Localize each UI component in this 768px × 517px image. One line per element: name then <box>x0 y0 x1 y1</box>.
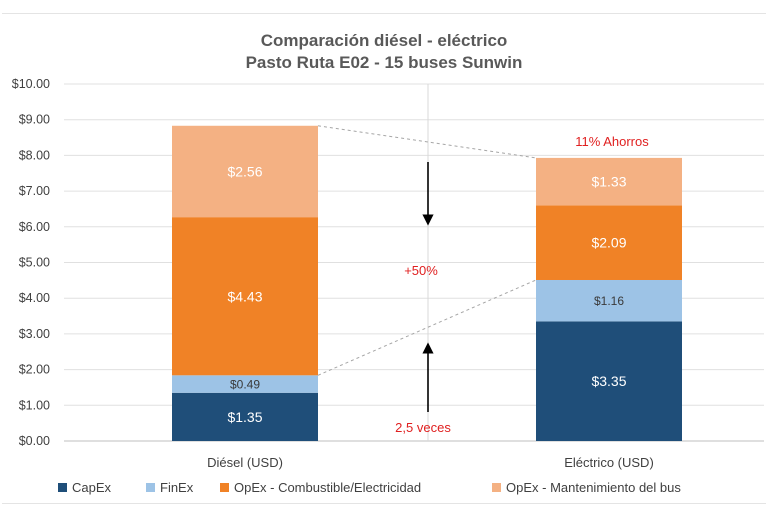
legend-label: OpEx - Combustible/Electricidad <box>234 480 421 495</box>
legend: CapEx FinEx OpEx - Combustible/Electricida… <box>58 480 681 495</box>
bar-segment <box>536 279 682 322</box>
data-label: $1.33 <box>591 174 626 190</box>
connector-line-finex <box>317 279 537 376</box>
connector-line-top <box>317 125 537 159</box>
y-tick-label: $9.00 <box>19 113 50 127</box>
data-label: $0.49 <box>230 377 260 391</box>
chart-subtitle: Pasto Ruta E02 - 15 buses Sunwin <box>246 53 523 72</box>
legend-label: CapEx <box>72 480 112 495</box>
data-label: $3.35 <box>591 373 626 389</box>
data-label: $2.09 <box>591 235 626 251</box>
bar-segment <box>172 125 318 218</box>
data-label: $4.43 <box>227 288 262 304</box>
y-tick-label: $7.00 <box>19 184 50 198</box>
bar-segment <box>172 217 318 376</box>
x-tick-label: Diésel (USD) <box>207 455 283 470</box>
legend-label: FinEx <box>160 480 194 495</box>
data-label: $1.35 <box>227 409 262 425</box>
legend-item: OpEx - Mantenimiento del bus <box>492 480 681 495</box>
y-tick-label: $3.00 <box>19 327 50 341</box>
legend-swatch <box>146 483 155 492</box>
bar-segment <box>536 205 682 280</box>
data-label: $2.56 <box>227 164 262 180</box>
legend-swatch <box>58 483 67 492</box>
y-tick-label: $0.00 <box>19 434 50 448</box>
x-tick-label: Eléctrico (USD) <box>564 455 654 470</box>
x-axis-labels: Diésel (USD) Eléctrico (USD) <box>207 455 654 470</box>
y-tick-label: $8.00 <box>19 148 50 162</box>
legend-swatch <box>492 483 501 492</box>
chart-title: Comparación diésel - eléctrico <box>261 31 508 50</box>
annotation-savings: 11% Ahorros <box>575 134 649 149</box>
legend-item: OpEx - Combustible/Electricidad <box>220 480 421 495</box>
y-axis: $0.00 $1.00 $2.00 $3.00 $4.00 $5.00 $6.00 $7.00… <box>12 77 50 448</box>
y-tick-label: $2.00 <box>19 363 50 377</box>
bar-segment <box>536 157 682 206</box>
legend-label: OpEx - Mantenimiento del bus <box>506 480 681 495</box>
y-tick-label: $1.00 <box>19 398 50 412</box>
annotation-opex-increase: +50% <box>404 263 438 278</box>
y-tick-label: $4.00 <box>19 291 50 305</box>
connector-lines <box>317 125 537 376</box>
y-tick-label: $10.00 <box>12 77 50 91</box>
legend-item: CapEx <box>58 480 112 495</box>
y-tick-label: $5.00 <box>19 256 50 270</box>
bar-segment <box>172 392 318 441</box>
bar-segment <box>536 321 682 441</box>
y-tick-label: $6.00 <box>19 220 50 234</box>
legend-item: FinEx <box>146 480 194 495</box>
annotation-capex-multiple: 2,5 veces <box>395 420 451 435</box>
bars: $1.35 $0.49 $4.43 $2.56 $3.35 $1.16 $2.09 $1.33 <box>172 125 682 441</box>
legend-swatch <box>220 483 229 492</box>
bar-segment <box>172 375 318 393</box>
data-label: $1.16 <box>594 294 624 308</box>
